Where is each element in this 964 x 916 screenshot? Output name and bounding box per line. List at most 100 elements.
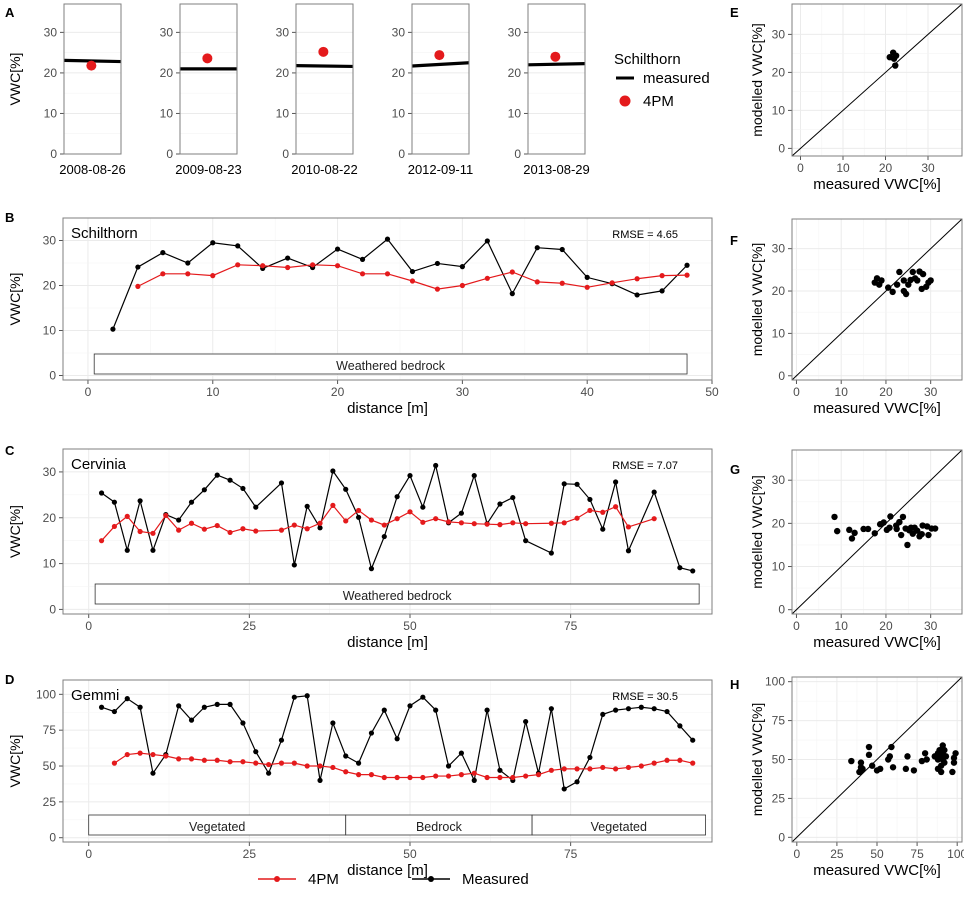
measured-point [278,737,285,743]
y-axis-title: modelled VWC[%] [749,243,765,357]
zone-box [93,353,688,375]
measured-point [227,701,233,707]
measured-point [201,704,207,710]
measured-point [317,777,323,783]
pm4-point [484,275,490,281]
pm4-point [227,759,233,765]
facet-date-label: 2012-09-11 [408,162,474,177]
measured-point [124,547,130,553]
y-tick-label: 20 [43,511,57,525]
y-tick-label: 0 [778,830,785,844]
facet-2013-08-29: 0 10 20 30 [508,3,586,161]
x-axis-title: distance [m] [347,634,428,651]
measured-point [584,274,590,280]
pm4-point [310,262,316,268]
rmse-label: RMSE = 30.5 [612,691,678,703]
measured-point [677,723,683,729]
y-tick-label: 10 [772,326,786,340]
pm4-point [548,520,554,526]
y-tick-label: 20 [772,284,786,298]
panel-D: 0 25 50 75 100 0 25 50 75 Vegetated Bedrock Vegetat… [36,679,713,861]
measured-point [471,777,477,783]
x-tick-label: 30 [924,385,938,399]
measured-point [523,538,529,544]
measured-point [587,496,593,503]
pm4-point [202,53,213,64]
scatter-point [923,756,930,763]
scatter-point [865,751,873,759]
pm4-point [381,522,387,528]
legend-bottom: 4PM Measured [258,871,529,888]
panel-label: B [5,210,14,225]
measured-point [111,499,118,505]
plot-background [64,4,121,154]
x-tick-label: 0 [793,385,800,399]
measured-point [445,763,452,769]
site-label: Gemmi [71,687,119,704]
panel-B: 0 10 20 30 0 10 20 30 40 50 Weathered bedrock Schil… [43,217,719,399]
y-tick-label: 0 [49,602,56,616]
scatter-point [848,757,855,765]
y-tick-label: 0 [514,147,521,161]
measured-point [330,468,336,474]
pm4-point [523,773,529,779]
x-axis-title: distance [m] [347,400,428,417]
measured-point [548,550,554,556]
x-tick-label: 100 [947,847,964,861]
measured-point [253,749,259,755]
pm4-point [690,760,696,766]
scatter-point [931,525,939,532]
measured-point [188,717,195,723]
scatter-point [831,513,838,521]
pm4-point [445,773,452,779]
x-tick-label: 20 [879,619,893,633]
scatter-point [884,284,892,291]
pm4-point [510,520,516,526]
zone-box [94,583,700,605]
measured-point [137,498,143,504]
measured-point [359,256,366,262]
measured-point [690,568,696,574]
measured-point [433,707,439,713]
x-tick-label: 20 [879,385,893,399]
measured-point [664,708,670,715]
pm4-point [484,774,490,781]
measured-point [613,707,619,713]
facet-date-label: 2009-08-23 [175,162,242,177]
y-tick-label: 10 [276,106,290,120]
pm4-point [98,538,105,544]
measured-line [112,238,688,330]
pm4-point [240,759,246,765]
measured-point [240,485,246,492]
y-tick-label: 10 [44,106,58,120]
pm4-point [561,520,567,526]
pm4-point [359,271,366,277]
measured-point [484,238,490,244]
pm4-point [163,753,169,759]
y-tick-label: 25 [43,795,57,809]
panel-border [63,3,122,155]
measured-point [394,736,400,742]
pm4-point [253,760,259,766]
pm4-point [600,764,606,771]
measured-point [613,479,619,485]
measured-point [509,291,515,297]
y-tick-label: 10 [392,106,406,120]
x-tick-label: 50 [403,847,417,861]
y-tick-label: 30 [43,234,57,248]
scatter-point [877,765,884,773]
x-tick-label: 0 [793,619,800,633]
x-tick-label: 50 [870,847,884,861]
y-tick-label: 20 [508,66,522,80]
scatter-point [892,62,899,69]
measured-point [548,706,554,712]
scatter-point [952,750,959,757]
pm4-point [304,763,310,769]
pm4-point [266,761,272,768]
pm4-point [135,283,141,289]
x-axis-title: measured VWC[%] [813,400,941,417]
y-tick-label: 20 [43,279,57,293]
measured-point [651,489,657,495]
measured-point [684,262,690,268]
scatter-point [833,527,841,535]
